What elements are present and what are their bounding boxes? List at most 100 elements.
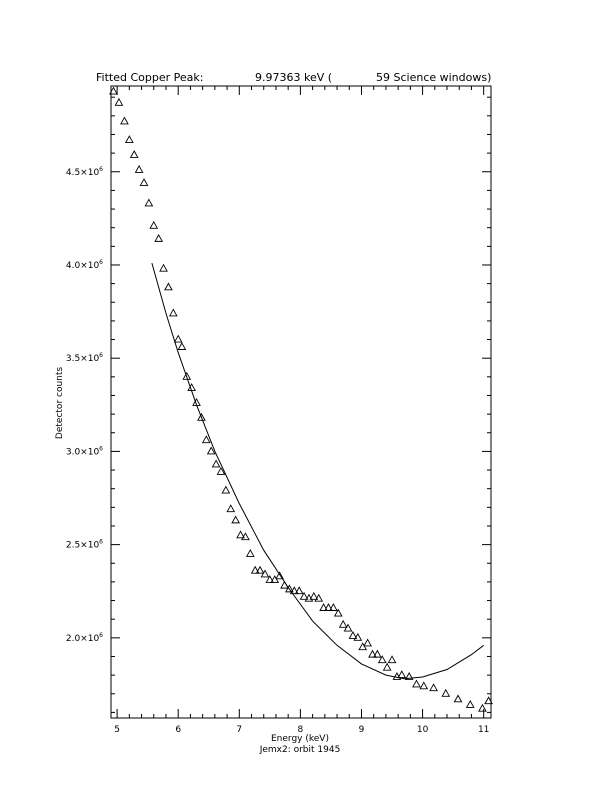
data-point <box>245 549 255 557</box>
y-tick-mantissa: 3.0×10 <box>66 447 100 457</box>
y-axis-label-group: Detector counts <box>55 367 65 439</box>
data-point <box>206 446 216 455</box>
data-point <box>397 670 407 679</box>
y-tick-label: 3.0×106 <box>66 445 103 457</box>
y-tick-exponent: 6 <box>99 166 103 173</box>
data-point <box>441 688 451 697</box>
data-point <box>201 435 211 444</box>
y-tick-label: 4.5×106 <box>66 166 103 178</box>
data-point <box>164 282 173 291</box>
data-point <box>231 515 240 524</box>
data-point <box>221 485 231 494</box>
data-point <box>250 565 260 574</box>
data-point <box>484 696 493 705</box>
chart-title-windows: 59 Science windows) <box>376 71 491 84</box>
data-point <box>265 575 275 583</box>
y-tick-exponent: 6 <box>99 539 103 546</box>
data-point <box>159 263 168 272</box>
data-point <box>478 703 487 712</box>
data-point <box>226 504 236 513</box>
data-point <box>429 683 438 692</box>
y-tick-label: 4.0×106 <box>66 259 103 271</box>
chart-title-energy: 9.97363 keV ( <box>255 71 332 84</box>
y-tick-exponent: 6 <box>99 352 103 359</box>
y-tick-mantissa: 4.5×10 <box>66 168 100 178</box>
axes: 5 6 7 8 9 10 112.0×1062.5×1063.0×1063.5×1064.0… <box>66 85 492 735</box>
data-point <box>465 700 475 708</box>
y-tick-label: 2.5×106 <box>66 539 103 551</box>
data-point <box>377 655 387 664</box>
data-point <box>139 178 149 186</box>
x-tick-label: 6 <box>175 725 181 735</box>
data-point <box>120 116 129 125</box>
x-tick-label: 10 <box>417 725 429 735</box>
data-point <box>343 623 353 632</box>
data-point <box>314 593 324 602</box>
data-point <box>387 655 397 664</box>
y-tick-mantissa: 2.0×10 <box>66 634 100 644</box>
data-point <box>275 571 284 580</box>
data-point <box>260 569 270 578</box>
data-point <box>177 342 187 350</box>
data-point <box>109 86 118 95</box>
x-tick-label: 9 <box>359 725 365 735</box>
data-point <box>453 694 463 703</box>
marks <box>109 86 493 712</box>
data-point <box>173 334 183 343</box>
data-point <box>149 220 159 229</box>
data-point <box>358 642 368 651</box>
y-tick-exponent: 6 <box>99 445 103 452</box>
data-point <box>154 233 164 242</box>
data-point <box>363 638 372 647</box>
y-axis-label: Detector counts <box>55 367 65 439</box>
y-tick-label: 2.0×106 <box>66 632 103 644</box>
y-tick-mantissa: 4.0×10 <box>66 261 100 271</box>
x-tick-label: 11 <box>478 725 489 735</box>
x-tick-label: 5 <box>114 725 120 735</box>
data-point <box>333 608 343 617</box>
y-tick-exponent: 6 <box>99 259 103 266</box>
data-point <box>168 308 178 317</box>
plot-frame <box>110 85 492 719</box>
data-point <box>412 679 421 688</box>
data-point <box>353 632 363 641</box>
data-point <box>419 681 429 690</box>
data-point <box>270 575 280 583</box>
data-point <box>216 466 226 475</box>
data-point <box>124 135 134 144</box>
data-point <box>348 631 358 639</box>
y-tick-exponent: 6 <box>99 632 103 639</box>
data-point <box>114 97 124 106</box>
chart-title-prefix: Fitted Copper Peak: <box>96 71 203 84</box>
data-point <box>309 591 319 600</box>
data-point <box>211 459 221 468</box>
x-tick-label: 7 <box>236 725 242 735</box>
data-point <box>144 198 154 207</box>
data-point <box>197 412 206 421</box>
data-point <box>324 603 333 611</box>
data-point <box>289 586 299 595</box>
footer-note: Jemx2: orbit 1945 <box>259 745 341 755</box>
data-point <box>329 603 338 611</box>
y-tick-mantissa: 2.5×10 <box>66 541 100 551</box>
data-point <box>255 565 265 574</box>
data-point <box>373 649 382 658</box>
data-point <box>134 164 144 173</box>
data-point <box>368 649 377 658</box>
data-point <box>241 532 250 541</box>
data-point <box>299 591 309 600</box>
x-tick-label: 8 <box>298 725 304 735</box>
x-axis-label: Energy (keV) <box>271 734 329 744</box>
data-point <box>319 603 328 611</box>
data-point <box>404 672 414 680</box>
data-point <box>236 530 245 539</box>
fit-curve <box>151 262 485 680</box>
data-point <box>338 619 348 628</box>
data-point <box>285 584 294 593</box>
data-point <box>129 150 139 158</box>
data-point <box>294 586 304 595</box>
y-tick-label: 3.5×106 <box>66 352 103 364</box>
data-point <box>382 662 392 671</box>
y-tick-mantissa: 3.5×10 <box>66 354 100 364</box>
